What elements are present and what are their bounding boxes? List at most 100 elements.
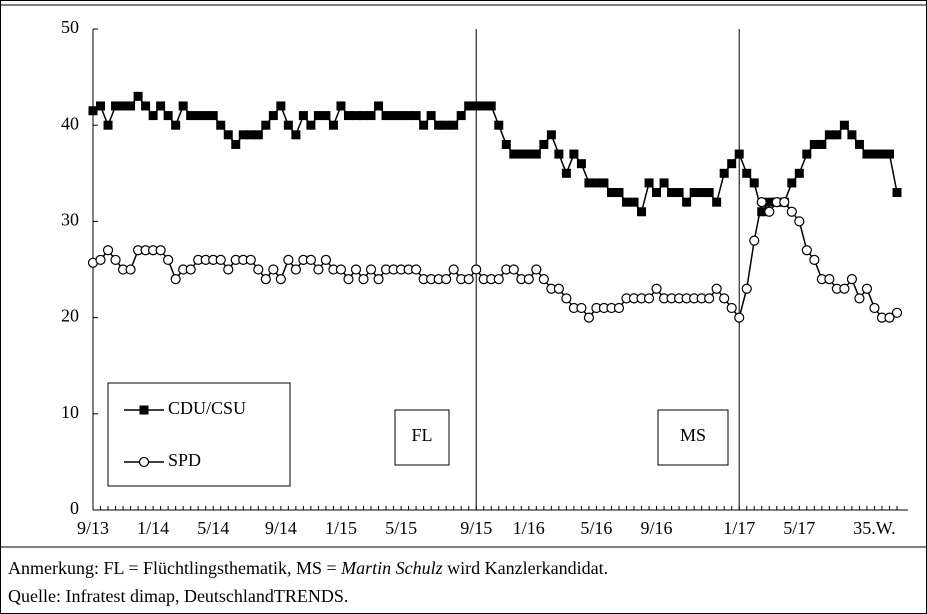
marker — [268, 111, 278, 121]
note: Anmerkung: FL = Flüchtlingsthematik, MS … — [8, 558, 608, 578]
marker — [102, 245, 114, 256]
marker — [583, 312, 595, 323]
marker — [801, 245, 812, 256]
marker — [561, 168, 571, 178]
marker — [756, 197, 767, 208]
marker — [689, 188, 699, 198]
marker — [576, 159, 586, 169]
marker — [479, 101, 489, 111]
marker — [201, 111, 211, 121]
marker — [704, 188, 714, 198]
marker — [531, 149, 541, 159]
marker — [719, 168, 729, 178]
marker — [419, 120, 429, 130]
marker — [231, 139, 241, 149]
marker — [441, 274, 452, 285]
marker — [118, 101, 128, 111]
marker — [441, 120, 451, 130]
marker — [809, 139, 819, 149]
marker — [817, 139, 827, 149]
marker — [839, 120, 849, 130]
x-tick-label: 9/13 — [77, 518, 109, 538]
marker — [749, 235, 760, 246]
marker — [283, 254, 294, 265]
marker — [96, 101, 106, 111]
y-tick-label: 50 — [61, 17, 79, 37]
marker — [185, 264, 196, 275]
marker — [186, 111, 196, 121]
marker — [88, 106, 98, 116]
marker — [261, 120, 271, 130]
annotation: FL — [411, 425, 432, 445]
marker — [734, 312, 745, 323]
marker — [674, 188, 684, 198]
marker — [471, 101, 481, 111]
marker — [523, 274, 534, 285]
marker — [719, 293, 730, 304]
marker — [253, 264, 264, 275]
marker — [141, 101, 151, 111]
marker — [246, 130, 256, 140]
marker — [411, 264, 422, 275]
marker — [434, 120, 444, 130]
x-tick-label: 9/14 — [265, 518, 297, 538]
marker — [463, 274, 474, 285]
legend-label: SPD — [168, 450, 201, 470]
marker — [456, 111, 466, 121]
y-tick-label: 40 — [61, 113, 79, 133]
marker — [103, 120, 113, 130]
legend-marker — [138, 456, 150, 468]
marker — [749, 178, 759, 188]
marker — [884, 149, 894, 159]
marker — [178, 101, 188, 111]
marker — [350, 264, 362, 275]
marker — [884, 312, 895, 323]
marker — [757, 207, 767, 217]
marker — [283, 120, 293, 130]
marker — [336, 101, 346, 111]
note-part: wird Kanzlerkandidat. — [443, 558, 608, 578]
x-tick-label: 9/15 — [460, 518, 492, 538]
marker — [494, 120, 504, 130]
marker — [794, 168, 804, 178]
marker — [861, 283, 873, 294]
marker — [862, 149, 872, 159]
marker — [321, 111, 331, 121]
marker — [215, 254, 226, 265]
marker — [599, 178, 609, 188]
marker — [156, 101, 166, 111]
marker — [351, 111, 361, 121]
marker — [538, 274, 549, 285]
marker — [726, 302, 737, 314]
marker — [133, 91, 143, 101]
marker — [238, 130, 248, 140]
marker — [125, 264, 136, 275]
marker — [869, 302, 880, 314]
marker — [471, 264, 482, 275]
marker — [704, 293, 715, 304]
marker — [223, 130, 233, 140]
x-tick-label: 5/17 — [783, 518, 815, 538]
marker — [561, 293, 572, 304]
marker — [591, 178, 601, 188]
marker — [486, 101, 496, 111]
x-tick-label: 1/14 — [137, 518, 169, 538]
marker — [275, 274, 286, 285]
marker — [291, 130, 301, 140]
marker — [358, 274, 369, 285]
marker — [163, 111, 173, 121]
y-tick-label: 10 — [61, 402, 79, 422]
marker — [824, 274, 835, 285]
marker — [891, 307, 903, 318]
marker — [877, 149, 887, 159]
marker — [171, 120, 181, 130]
marker — [253, 130, 263, 140]
marker — [111, 101, 121, 111]
marker — [854, 293, 865, 304]
marker — [268, 264, 279, 275]
marker — [531, 264, 542, 275]
marker — [652, 188, 662, 198]
marker — [584, 178, 594, 188]
